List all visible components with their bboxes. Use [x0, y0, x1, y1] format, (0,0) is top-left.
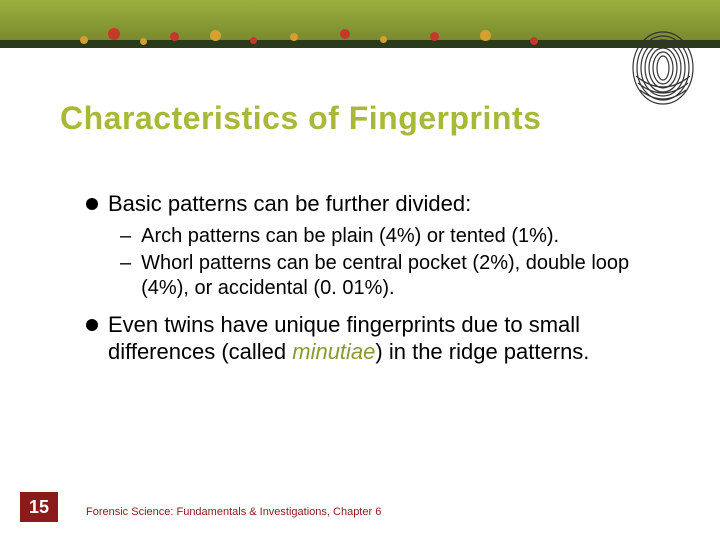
bullet-1: Basic patterns can be further divided:: [86, 190, 660, 218]
sub-bullet-1: – Arch patterns can be plain (4%) or ten…: [120, 224, 660, 249]
bullet-2-text: Even twins have unique fingerprints due …: [108, 311, 660, 366]
fingerprint-icon: [628, 28, 698, 108]
bullet-2-after: ) in the ridge patterns.: [375, 339, 589, 364]
sub-dash: –: [120, 251, 131, 301]
slide-title: Characteristics of Fingerprints: [60, 100, 541, 137]
footer-text: Forensic Science: Fundamentals & Investi…: [86, 506, 381, 518]
slide-number: 15: [20, 492, 58, 522]
top-banner: [0, 0, 720, 64]
decorative-dots: [80, 30, 610, 50]
sub-bullet-2: – Whorl patterns can be central pocket (…: [120, 251, 660, 301]
bullet-2: Even twins have unique fingerprints due …: [86, 311, 660, 366]
bullet-2-italic: minutiae: [292, 339, 375, 364]
sub-bullet-2-text: Whorl patterns can be central pocket (2%…: [141, 251, 660, 301]
bullet-1-text: Basic patterns can be further divided:: [108, 190, 660, 218]
bullet-marker: [86, 198, 98, 210]
sub-bullet-1-text: Arch patterns can be plain (4%) or tente…: [141, 224, 660, 249]
slide-content: Basic patterns can be further divided: –…: [86, 190, 660, 372]
sub-dash: –: [120, 224, 131, 249]
bullet-1-subs: – Arch patterns can be plain (4%) or ten…: [120, 224, 660, 301]
bullet-marker: [86, 319, 98, 331]
